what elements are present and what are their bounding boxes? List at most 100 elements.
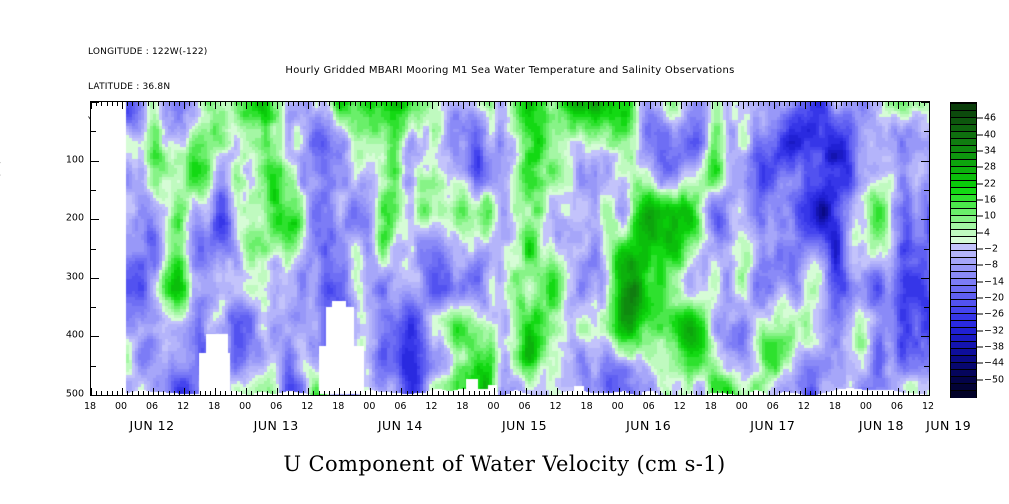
colorbar-separator (951, 215, 976, 216)
x-tick (711, 388, 713, 395)
x-tick (463, 102, 465, 109)
x-tick (313, 102, 315, 106)
colorbar-tick-dash (977, 362, 983, 364)
x-tick (411, 391, 413, 395)
x-tick (266, 391, 268, 395)
x-tick (525, 102, 527, 109)
x-tick (385, 391, 387, 395)
colorbar-band (951, 355, 976, 363)
x-tick (261, 391, 263, 395)
x-tick (747, 391, 749, 395)
x-tick (391, 102, 393, 106)
x-tick (504, 391, 506, 395)
colorbar-tick-dash (977, 297, 983, 299)
x-tick (287, 102, 289, 106)
x-tick (587, 388, 589, 395)
x-tick (137, 102, 139, 106)
x-tick (597, 102, 599, 106)
x-tick (416, 391, 418, 395)
colorbar-band (951, 194, 976, 202)
x-tick (204, 102, 206, 106)
colorbar-tick-label: −20 (977, 293, 1004, 304)
x-tick (830, 102, 832, 106)
y-tick (91, 336, 99, 338)
x-tick (318, 391, 320, 395)
x-tick (753, 391, 755, 395)
colorbar-band (951, 222, 976, 230)
colorbar-band (951, 383, 976, 391)
x-tick (241, 102, 242, 106)
colorbar-band (951, 236, 976, 244)
x-tick (127, 391, 129, 395)
x-tick (453, 102, 455, 106)
x-tick (654, 391, 656, 395)
x-tick (566, 102, 568, 106)
x-axis-hour-label: 12 (301, 401, 314, 412)
x-tick (618, 388, 620, 395)
colorbar-tick-label: −26 (977, 309, 1004, 320)
colorbar-tick-label: −14 (977, 276, 1004, 287)
x-tick (773, 102, 775, 109)
x-tick (639, 391, 641, 395)
colorbar-separator (951, 362, 976, 363)
colorbar-labels: 46 40 34 28 22 16 10 4 −2 −8 −14 −20 −26 −32 −38 −44 −50 (977, 102, 1009, 396)
x-axis-hour-label: 06 (394, 401, 407, 412)
x-tick (189, 102, 191, 106)
x-tick (918, 102, 920, 106)
colorbar-separator (951, 390, 976, 391)
colorbar-band (951, 376, 976, 384)
colorbar-separator (951, 229, 976, 230)
x-tick (147, 102, 149, 106)
colorbar-band (951, 390, 976, 398)
x-tick (763, 391, 765, 395)
y-tick (924, 248, 929, 250)
x-axis-day-label: JUN 16 (626, 418, 672, 433)
x-tick (706, 391, 708, 395)
x-tick (520, 102, 522, 106)
x-tick (794, 102, 796, 106)
x-tick (892, 102, 894, 106)
x-tick (111, 102, 113, 106)
colorbar-band (951, 250, 976, 258)
y-axis-tick-label: 400 (65, 329, 84, 341)
x-tick (846, 391, 848, 395)
x-tick (349, 391, 351, 395)
x-tick (484, 391, 486, 395)
y-axis-tick-label: 500 (65, 388, 84, 400)
x-tick (204, 391, 206, 395)
plot-area (90, 101, 930, 396)
x-axis-hour-label: 06 (518, 401, 531, 412)
x-axis-day-label: JUN 17 (750, 418, 796, 433)
x-tick (541, 102, 543, 106)
x-axis-hour-label: 12 (425, 401, 438, 412)
x-tick (835, 102, 837, 109)
colorbar-band (951, 271, 976, 279)
x-tick (887, 102, 889, 106)
x-tick (742, 102, 744, 109)
x-tick (789, 391, 791, 395)
x-tick (127, 102, 129, 106)
colorbar-tick-dash (977, 117, 983, 119)
x-tick (572, 391, 574, 395)
x-tick (866, 388, 868, 395)
x-tick (696, 102, 698, 106)
x-tick (825, 102, 827, 106)
colorbar-tick-label: 34 (977, 146, 996, 157)
x-tick (680, 102, 682, 109)
x-tick (277, 388, 279, 395)
x-tick (913, 102, 915, 106)
x-tick (753, 102, 755, 106)
x-axis-day-label: JUN 14 (377, 418, 423, 433)
x-tick (613, 391, 615, 395)
x-tick (546, 391, 548, 395)
y-tick (91, 131, 96, 133)
x-tick (147, 391, 149, 395)
y-tick (921, 219, 929, 221)
x-tick (489, 102, 491, 106)
x-tick (122, 388, 124, 395)
colorbar-separator (951, 159, 976, 160)
x-tick (401, 102, 403, 109)
x-axis-hour-label: 18 (208, 401, 221, 412)
x-tick (804, 102, 806, 109)
x-axis-hour-label: 00 (487, 401, 500, 412)
